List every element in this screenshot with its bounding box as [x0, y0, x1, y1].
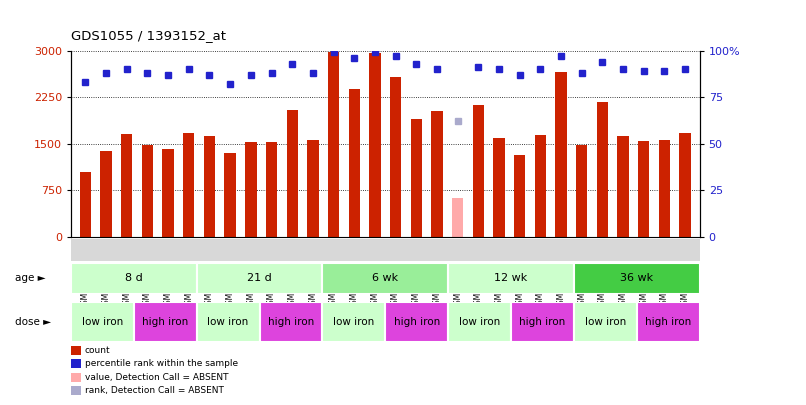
Bar — [322, 302, 385, 342]
Bar — [679, 132, 691, 237]
Bar — [204, 136, 215, 237]
Text: 12 wk: 12 wk — [494, 273, 528, 283]
Bar — [659, 140, 670, 237]
Text: count: count — [85, 346, 110, 355]
Bar — [369, 53, 380, 237]
Bar — [638, 141, 650, 237]
Bar — [197, 263, 322, 294]
Text: dose ►: dose ► — [15, 317, 51, 327]
Bar — [514, 155, 526, 237]
Bar — [511, 302, 574, 342]
Bar — [286, 110, 298, 237]
Text: age ►: age ► — [15, 273, 45, 283]
Bar — [80, 172, 91, 237]
Bar — [534, 135, 546, 237]
Bar — [637, 302, 700, 342]
Bar — [134, 302, 197, 342]
Text: low iron: low iron — [459, 317, 501, 327]
Bar — [71, 263, 197, 294]
Bar — [183, 132, 194, 237]
Text: 8 d: 8 d — [125, 273, 143, 283]
Bar — [410, 119, 422, 237]
Bar — [142, 145, 153, 237]
Text: low iron: low iron — [81, 317, 123, 327]
Bar — [448, 263, 574, 294]
Text: 6 wk: 6 wk — [372, 273, 398, 283]
Bar — [574, 263, 700, 294]
Bar — [322, 263, 448, 294]
Bar — [348, 89, 360, 237]
Text: 21 d: 21 d — [247, 273, 272, 283]
Text: value, Detection Call = ABSENT: value, Detection Call = ABSENT — [85, 373, 228, 382]
Bar — [245, 142, 256, 237]
Bar — [574, 302, 637, 342]
Text: high iron: high iron — [393, 317, 440, 327]
Bar — [452, 198, 463, 237]
Text: low iron: low iron — [207, 317, 249, 327]
Bar — [71, 302, 134, 342]
Bar — [385, 302, 448, 342]
Bar — [101, 151, 112, 237]
Bar — [576, 145, 588, 237]
Text: high iron: high iron — [519, 317, 566, 327]
Bar — [448, 302, 511, 342]
Text: high iron: high iron — [142, 317, 189, 327]
Bar — [431, 111, 442, 237]
Bar — [163, 149, 174, 237]
Bar — [596, 102, 608, 237]
Bar — [266, 142, 277, 237]
Bar — [307, 140, 318, 237]
Bar — [493, 138, 505, 237]
Text: 36 wk: 36 wk — [620, 273, 654, 283]
Bar — [617, 136, 629, 237]
Bar — [390, 77, 401, 237]
Bar — [121, 134, 132, 237]
Text: rank, Detection Call = ABSENT: rank, Detection Call = ABSENT — [85, 386, 223, 395]
Text: low iron: low iron — [584, 317, 626, 327]
Text: high iron: high iron — [645, 317, 692, 327]
Bar — [225, 153, 236, 237]
Text: percentile rank within the sample: percentile rank within the sample — [85, 359, 238, 368]
Bar — [472, 104, 484, 237]
Text: high iron: high iron — [268, 317, 314, 327]
Bar — [197, 302, 260, 342]
Bar — [328, 52, 339, 237]
Bar — [260, 302, 322, 342]
Text: GDS1055 / 1393152_at: GDS1055 / 1393152_at — [71, 30, 226, 43]
Text: low iron: low iron — [333, 317, 375, 327]
Bar — [555, 72, 567, 237]
